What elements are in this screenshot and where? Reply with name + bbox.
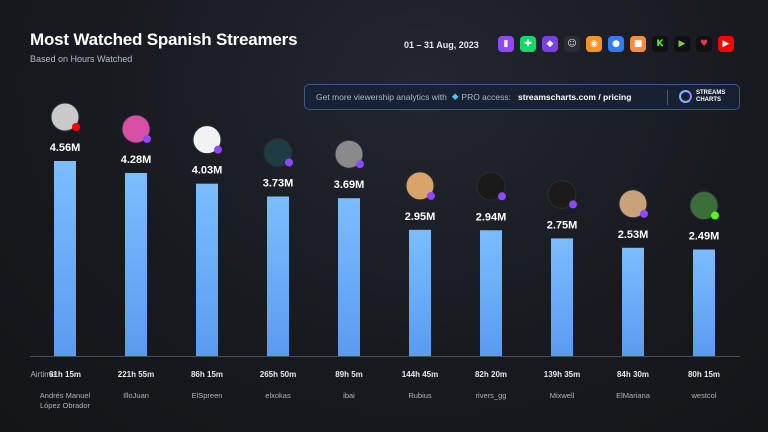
promo-banner[interactable]: Get more viewership analytics with ◆ PRO… [304,84,740,110]
bar-10 [693,249,715,356]
airtime-value-8: 139h 35m [544,370,580,379]
airtime-value-6: 144h 45m [402,370,438,379]
value-label-4: 3.73M [263,177,294,189]
streamer-name-6: Rubius [408,391,432,400]
logo-line-1: STREAMS [696,90,726,96]
avatar-3 [192,125,222,155]
pricing-link[interactable]: streamscharts.com / pricing [518,92,632,102]
streamer-name-8: Mixwell [550,391,575,400]
kick-icon: K [652,36,668,52]
value-label-5: 3.69M [334,179,365,191]
bar-5 [338,198,360,356]
streams-charts-logo-icon [679,90,692,103]
value-label-10: 2.49M [689,231,720,243]
value-label-1: 4.56M [50,142,81,154]
value-label-7: 2.94M [476,211,507,223]
avatar-2 [121,114,151,144]
kick-like-icon: ◆ [542,36,558,52]
twitch-icon: ▮ [498,36,514,52]
value-label-2: 4.28M [121,154,152,166]
airtime-value-4: 265h 50m [260,370,296,379]
bar-9 [622,247,644,356]
twitch-badge-icon [143,134,151,143]
avatar-1 [50,102,80,132]
airtime-value-5: 89h 5m [335,370,363,379]
date-range: 01 – 31 Aug, 2023 [404,40,479,50]
value-label-3: 4.03M [192,165,223,177]
logo-line-2: CHARTS [696,96,721,103]
rumble-icon: ▶ [674,36,690,52]
twitch-badge-icon [285,158,293,167]
airtime-value-10: 80h 15m [688,370,720,379]
twitch-badge-icon [427,191,435,200]
avatar-4 [263,137,293,167]
ghost-icon: ☺ [564,36,580,52]
trovo-icon: ✚ [520,36,536,52]
twitch-badge-icon [214,145,222,154]
streamer-name-7: rivers_gg [476,391,507,400]
twitch-badge-icon [569,200,577,209]
streamer-name-5: ibai [343,391,355,400]
avatar-8 [547,179,577,209]
streamer-name-1: Andrés Manuel [40,391,91,400]
airtime-label: Airtime: [30,370,57,379]
youtube-badge-icon [72,123,80,131]
airtime-value-2: 221h 55m [118,370,154,379]
value-label-6: 2.95M [405,211,436,223]
pro-label: PRO access: [461,92,512,102]
bar-8 [551,238,573,356]
streamer-name-10: westcol [690,391,716,400]
airtime-value-9: 84h 30m [617,370,649,379]
bar-2 [125,172,147,356]
diamond-icon: ◆ [451,92,459,102]
avatar-5 [334,139,364,169]
camera-icon: ■ [630,36,646,52]
airtime-value-3: 86h 15m [191,370,223,379]
streamer-name-2: IlloJuan [123,391,149,400]
streamer-name-9: ElMariana [616,391,651,400]
bar-7 [480,230,502,356]
bar-6 [409,229,431,356]
banner-divider [667,90,668,105]
platform-icons: ▮ ✚ ◆ ☺ ◉ ● ■ K ▶ ♥ ▶ [498,36,734,52]
kick-badge-icon [711,211,719,220]
avatar-10 [689,191,719,221]
youtube-icon: ▶ [718,36,734,52]
globe-icon: ● [608,36,624,52]
twitch-badge-icon [356,160,364,169]
twitch-badge-icon [498,192,506,201]
streamer-name-3: ElSpreen [192,391,223,400]
bar-1 [54,161,76,356]
streamer-name-4: elxokas [265,391,291,400]
promo-text: Get more viewership analytics with [316,92,447,102]
page-title: Most Watched Spanish Streamers [30,30,298,49]
streams-charts-logo: STREAMS CHARTS [679,90,725,103]
bar-4 [267,196,289,356]
bar-3 [196,183,218,356]
airtime-value-7: 82h 20m [475,370,507,379]
page-subtitle: Based on Hours Watched [30,54,133,64]
heart-icon: ♥ [696,36,712,52]
value-label-8: 2.75M [547,219,578,231]
avatar-9 [618,189,648,219]
steam-icon: ◉ [586,36,602,52]
streamer-name-1-line-2: López Obrador [40,401,91,410]
avatar-7 [476,171,506,201]
value-label-9: 2.53M [618,229,649,241]
avatar-6 [405,171,435,201]
twitch-badge-icon [640,209,648,218]
airtime-value-1: 61h 15m [49,370,81,379]
